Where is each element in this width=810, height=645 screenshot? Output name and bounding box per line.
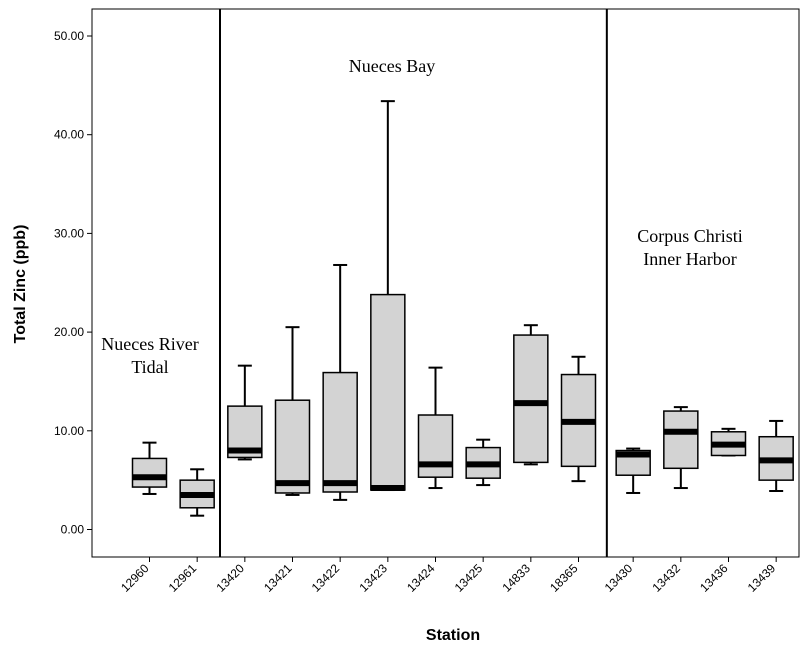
y-tick-label: 20.00 [54,325,84,339]
box-13423 [370,100,406,492]
box-iqr [274,399,311,494]
box-13439 [758,419,794,493]
region-label-line: Corpus Christi [637,226,743,246]
x-tick-label: 13420 [213,561,247,595]
x-tick-label: 13425 [452,561,486,595]
region-label-line: Inner Harbor [643,249,736,269]
box-iqr [322,371,358,493]
box-12960 [131,441,168,495]
y-axis-title: Total Zinc (ppb) [12,225,29,344]
box-iqr [663,410,699,470]
region-dividers [219,9,608,557]
y-tick-label: 10.00 [54,424,84,438]
box-13432 [663,406,699,490]
y-tick-label: 30.00 [54,226,84,240]
y-tick-label: 0.00 [61,523,85,537]
box-13424 [417,366,454,490]
plot-frame [91,8,800,558]
x-axis-title: Station [426,627,480,644]
x-tick-label: 12960 [118,561,152,595]
y-tick-label: 40.00 [54,128,84,142]
box-iqr [417,414,454,478]
box-13422 [322,263,358,501]
region-label-line: Nueces River [101,334,198,354]
box-12961 [179,468,215,517]
box-13430 [615,447,651,494]
box-13425 [465,438,501,487]
x-tick-label: 13436 [697,561,731,595]
x-tick-label: 13421 [261,561,295,595]
x-tick-label: 13422 [309,561,343,595]
x-tick-label: 13423 [356,561,390,595]
x-tick-label: 13432 [649,561,683,595]
box-14833 [513,324,549,466]
x-tick-label: 14833 [499,561,533,595]
region-label-line: Tidal [131,357,168,377]
x-axis: 12960 12961 13420 13421 13422 13423 13424 13425… [118,557,779,595]
boxes [131,100,794,517]
box-13421 [274,326,311,496]
box-iqr [370,293,406,491]
box-iqr [513,334,549,464]
box-13436 [710,427,747,457]
x-tick-label: 18365 [547,561,581,595]
box-13420 [227,364,263,461]
region-labels: Nueces River Tidal Nueces Bay Corpus Christ… [101,56,742,377]
box-iqr [131,457,168,488]
x-tick-label: 13424 [404,561,438,595]
box-18365 [560,355,597,483]
x-tick-label: 13430 [602,561,636,595]
region-label-line: Nueces Bay [349,56,435,76]
x-tick-label: 12961 [166,561,200,595]
y-axis: 0.00 10.00 20.00 30.00 40.00 50.00 [54,29,92,537]
y-tick-label: 50.00 [54,29,84,43]
x-tick-label: 13439 [745,561,779,595]
